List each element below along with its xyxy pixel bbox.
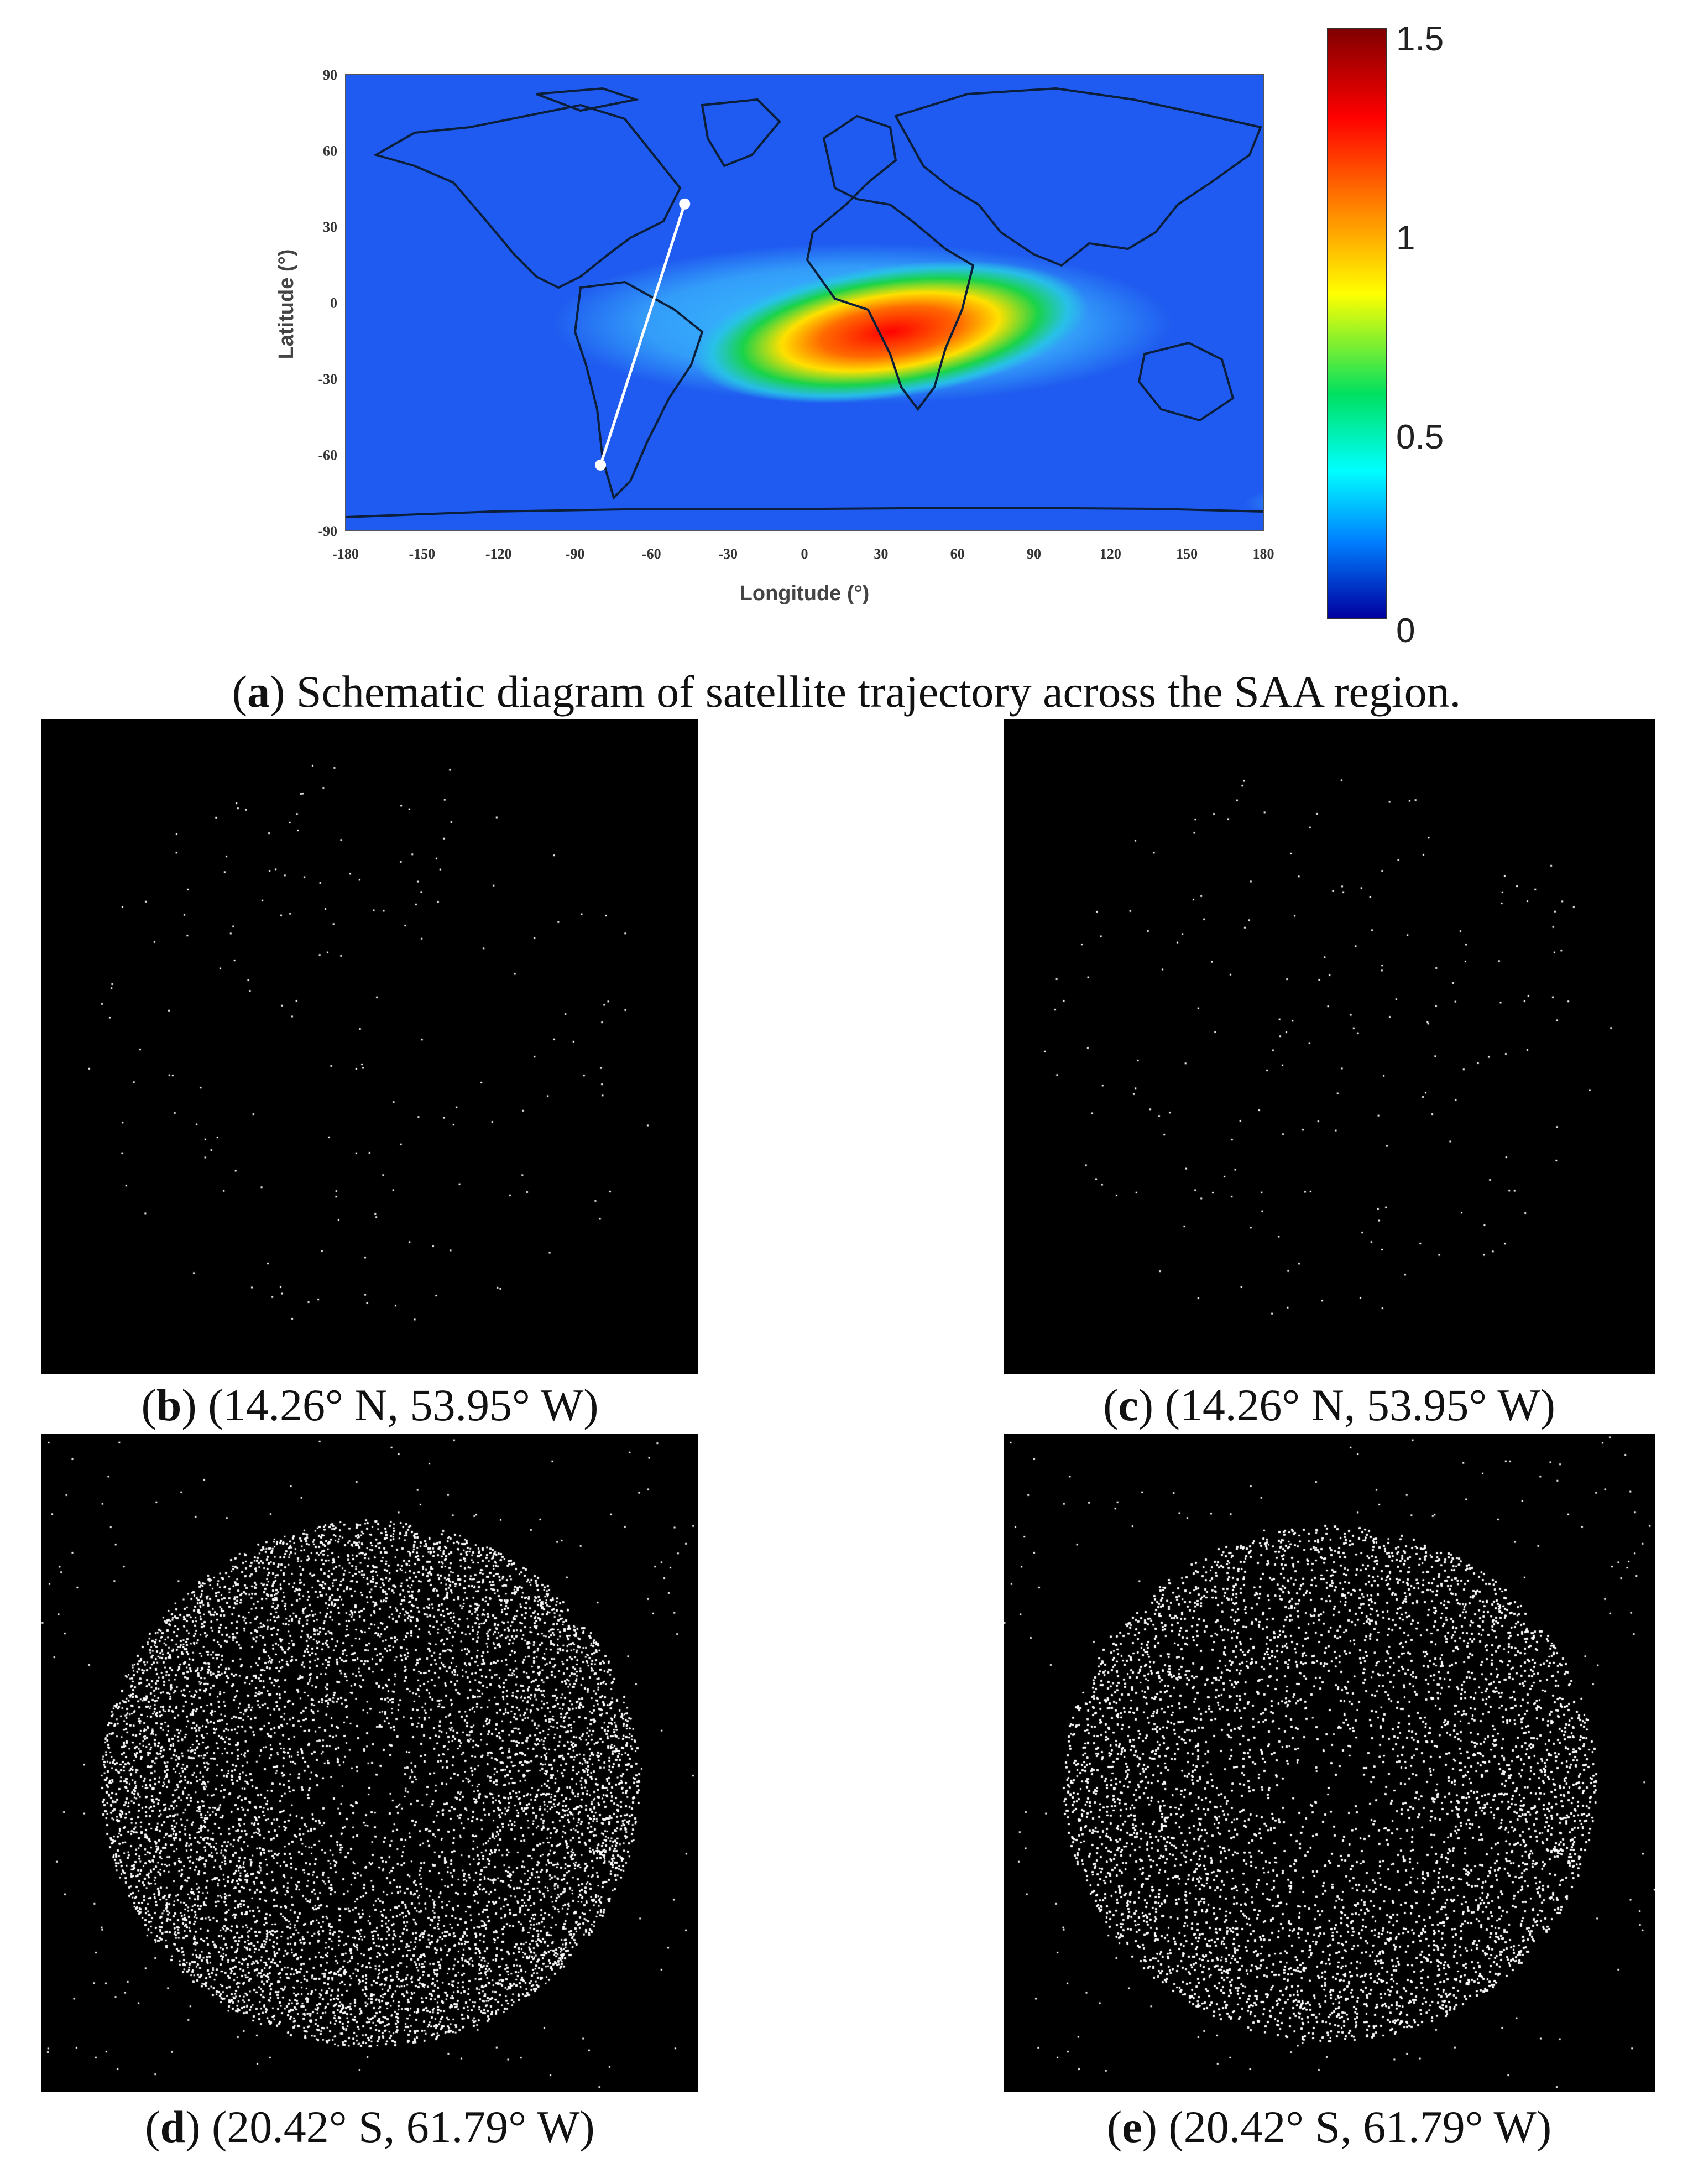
caption-b-letter: b — [156, 1380, 182, 1430]
caption-c-text: (14.26° N, 53.95° W) — [1164, 1380, 1555, 1430]
caption-e: (e) (20.42° S, 61.79° W) — [1106, 2102, 1552, 2152]
x-tick-label: 180 — [1253, 546, 1274, 562]
x-tick-label: 120 — [1100, 546, 1121, 562]
y-axis-label: Latitude (°) — [275, 249, 298, 359]
x-tick-label: -120 — [485, 546, 512, 562]
caption-a-letter: a — [247, 666, 270, 717]
caption-c-letter: c — [1118, 1380, 1138, 1430]
caption-b: (b) (14.26° N, 53.95° W) — [141, 1380, 599, 1430]
x-tick-label: 30 — [874, 546, 888, 562]
trajectory-start-point — [679, 198, 691, 210]
caption-e-letter: e — [1122, 2102, 1142, 2152]
x-tick-label: -150 — [409, 546, 435, 562]
x-tick-label: 0 — [801, 546, 808, 562]
caption-a: (a) Schematic diagram of satellite traje… — [232, 666, 1461, 717]
colorbar-label-1: 1 — [1396, 219, 1415, 257]
caption-e-text: (20.42° S, 61.79° W) — [1168, 2102, 1552, 2152]
saa-map-chart: -180 -150 -120 -90 -60 -30 0 30 60 90 120 150 180 90… — [275, 67, 1274, 605]
caption-d: (d) (20.42° S, 61.79° W) — [145, 2102, 595, 2152]
caption-a-text: Schematic diagram of satellite trajector… — [296, 666, 1461, 717]
caption-d-text: (20.42° S, 61.79° W) — [212, 2102, 595, 2152]
x-tick-label: -180 — [332, 546, 359, 562]
caption-c: (c) (14.26° N, 53.95° W) — [1103, 1380, 1555, 1430]
x-tick-label: -60 — [642, 546, 661, 562]
y-tick-label: 0 — [330, 295, 337, 311]
plot-border — [345, 74, 1264, 531]
panel-d-image — [41, 1434, 698, 2092]
x-tick-label: 150 — [1176, 546, 1198, 562]
colorbar-label-max: 1.5 — [1396, 20, 1444, 58]
panel-b-image — [41, 719, 698, 1374]
x-tick-label: 60 — [950, 546, 965, 562]
y-tick-label: 30 — [323, 219, 337, 235]
x-tick-label: 90 — [1027, 546, 1041, 562]
antarctic-patch — [1244, 491, 1263, 515]
y-tick-label: -90 — [318, 523, 337, 539]
x-axis-ticks: -180 -150 -120 -90 -60 -30 0 30 60 90 120 150 180 — [332, 546, 1274, 562]
x-axis-label: Longitude (°) — [740, 582, 870, 605]
saa-core — [693, 260, 1088, 403]
y-tick-label: 60 — [323, 143, 337, 159]
caption-d-letter: d — [160, 2102, 186, 2152]
x-tick-label: -30 — [718, 546, 738, 562]
caption-b-text: (14.26° N, 53.95° W) — [208, 1380, 599, 1430]
colorbar-gradient — [1327, 28, 1387, 619]
coastlines — [346, 87, 1263, 518]
panel-e-image — [1004, 1434, 1655, 2092]
colorbar: 1.5 1 0.5 0 — [1327, 22, 1444, 648]
y-axis-ticks: 90 60 30 0 -30 -60 -90 — [318, 67, 337, 539]
panel-c-image — [1004, 719, 1655, 1374]
colorbar-label-min: 0 — [1396, 612, 1415, 650]
y-tick-label: -30 — [318, 371, 337, 387]
y-tick-label: -60 — [318, 447, 337, 463]
trajectory-line — [599, 203, 686, 466]
x-tick-label: -90 — [566, 546, 585, 562]
y-tick-label: 90 — [323, 67, 337, 83]
colorbar-label-0-5: 0.5 — [1396, 418, 1444, 456]
trajectory-end-point — [595, 459, 607, 471]
